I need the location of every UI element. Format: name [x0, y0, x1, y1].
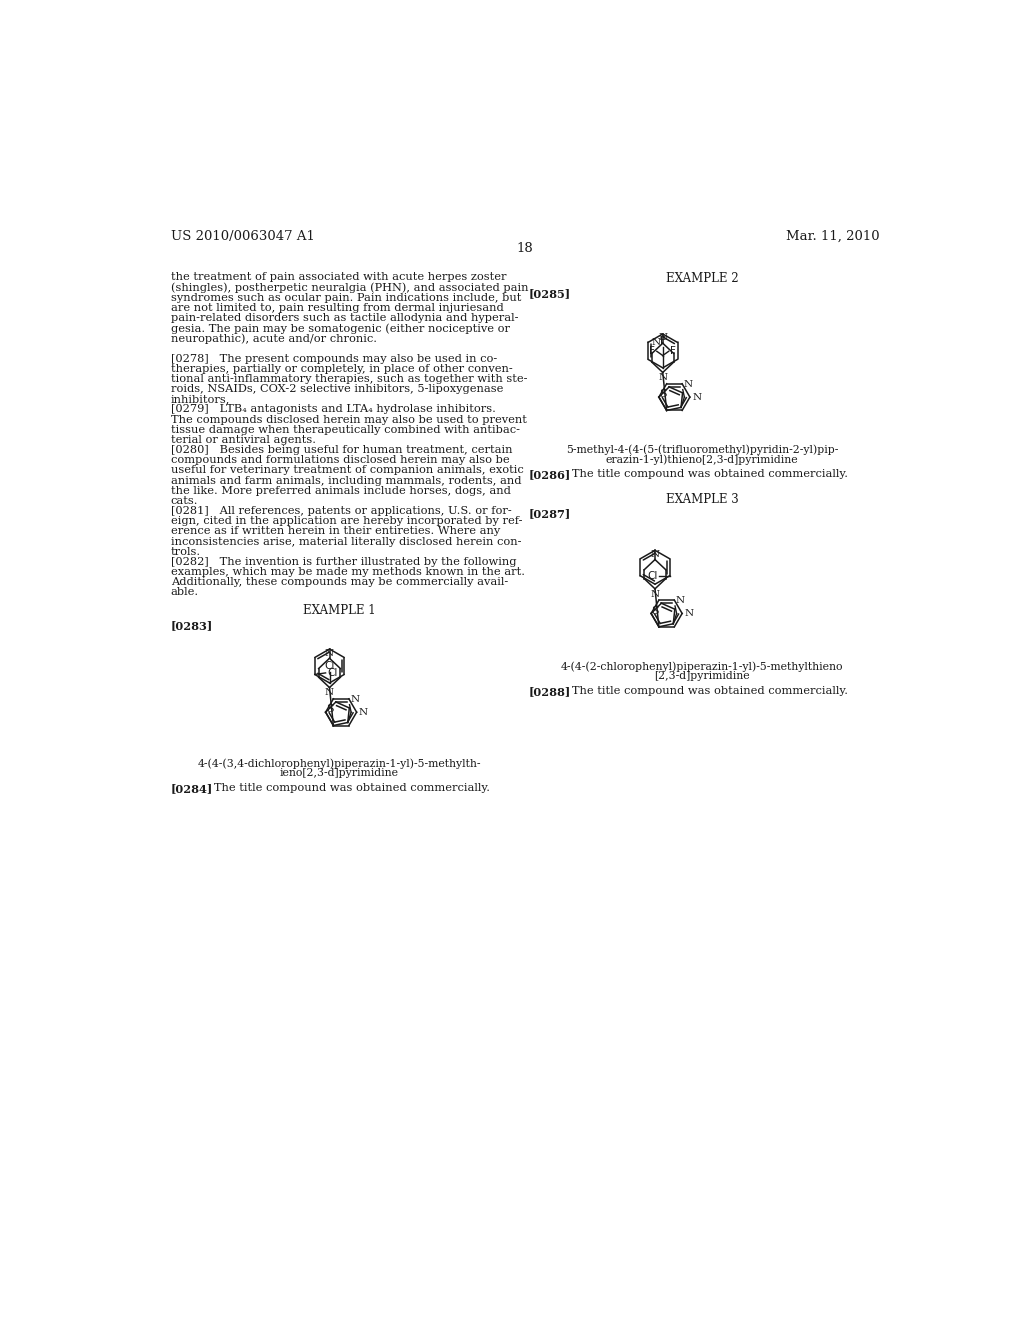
Text: [0285]: [0285]	[528, 288, 570, 298]
Text: erazin-1-yl)thieno[2,3-d]pyrimidine: erazin-1-yl)thieno[2,3-d]pyrimidine	[606, 455, 799, 466]
Text: erence as if written herein in their entireties. Where any: erence as if written herein in their ent…	[171, 527, 500, 536]
Text: the like. More preferred animals include horses, dogs, and: the like. More preferred animals include…	[171, 486, 511, 496]
Text: N: N	[684, 609, 693, 618]
Text: the treatment of pain associated with acute herpes zoster: the treatment of pain associated with ac…	[171, 272, 506, 282]
Text: tional anti-inflammatory therapies, such as together with ste-: tional anti-inflammatory therapies, such…	[171, 374, 527, 384]
Text: neuropathic), acute and/or chronic.: neuropathic), acute and/or chronic.	[171, 334, 377, 345]
Text: Mar. 11, 2010: Mar. 11, 2010	[786, 230, 880, 243]
Text: syndromes such as ocular pain. Pain indications include, but: syndromes such as ocular pain. Pain indi…	[171, 293, 521, 302]
Text: EXAMPLE 2: EXAMPLE 2	[666, 272, 738, 285]
Text: [0287]: [0287]	[528, 508, 571, 519]
Text: N: N	[676, 597, 685, 606]
Text: The title compound was obtained commercially.: The title compound was obtained commerci…	[561, 470, 848, 479]
Text: The title compound was obtained commercially.: The title compound was obtained commerci…	[561, 686, 848, 696]
Text: inconsistencies arise, material literally disclosed herein con-: inconsistencies arise, material literall…	[171, 537, 521, 546]
Text: animals and farm animals, including mammals, rodents, and: animals and farm animals, including mamm…	[171, 475, 521, 486]
Text: Cl: Cl	[327, 668, 338, 678]
Text: N: N	[658, 374, 668, 383]
Text: ieno[2,3-d]pyrimidine: ieno[2,3-d]pyrimidine	[280, 768, 398, 779]
Text: N: N	[658, 334, 668, 342]
Text: therapies, partially or completely, in place of other conven-: therapies, partially or completely, in p…	[171, 364, 512, 374]
Text: Cl: Cl	[647, 570, 657, 581]
Text: 18: 18	[516, 242, 534, 255]
Text: are not limited to, pain resulting from dermal injuriesand: are not limited to, pain resulting from …	[171, 302, 504, 313]
Text: S: S	[326, 705, 334, 714]
Text: N: N	[650, 550, 659, 558]
Text: able.: able.	[171, 587, 199, 598]
Text: cats.: cats.	[171, 496, 198, 506]
Text: [2,3-d]pyrimidine: [2,3-d]pyrimidine	[654, 671, 751, 681]
Text: F: F	[671, 346, 676, 355]
Text: EXAMPLE 1: EXAMPLE 1	[303, 605, 376, 618]
Text: US 2010/0063047 A1: US 2010/0063047 A1	[171, 230, 314, 243]
Text: 5-methyl-4-(4-(5-(trifluoromethyl)pyridin-2-yl)pip-: 5-methyl-4-(4-(5-(trifluoromethyl)pyridi…	[566, 445, 839, 455]
Text: N: N	[359, 708, 368, 717]
Text: [0286]: [0286]	[528, 470, 571, 480]
Text: [0281]   All references, patents or applications, U.S. or for-: [0281] All references, patents or applic…	[171, 506, 511, 516]
Text: EXAMPLE 3: EXAMPLE 3	[666, 492, 738, 506]
Text: F: F	[659, 335, 666, 346]
Text: [0283]: [0283]	[171, 620, 213, 631]
Text: N: N	[325, 688, 334, 697]
Text: [0280]   Besides being useful for human treatment, certain: [0280] Besides being useful for human tr…	[171, 445, 512, 455]
Text: useful for veterinary treatment of companion animals, exotic: useful for veterinary treatment of compa…	[171, 466, 523, 475]
Text: inhibitors,: inhibitors,	[171, 395, 230, 404]
Text: Cl: Cl	[325, 660, 335, 671]
Text: N: N	[350, 696, 359, 704]
Text: F: F	[649, 346, 655, 355]
Text: tissue damage when therapeutically combined with antibac-: tissue damage when therapeutically combi…	[171, 425, 519, 434]
Text: [0278]   The present compounds may also be used in co-: [0278] The present compounds may also be…	[171, 354, 497, 364]
Text: 4-(4-(2-chlorophenyl)piperazin-1-yl)-5-methylthieno: 4-(4-(2-chlorophenyl)piperazin-1-yl)-5-m…	[561, 661, 844, 672]
Text: terial or antiviral agents.: terial or antiviral agents.	[171, 436, 315, 445]
Text: gesia. The pain may be somatogenic (either nociceptive or: gesia. The pain may be somatogenic (eith…	[171, 323, 510, 334]
Text: N: N	[684, 380, 693, 389]
Text: roids, NSAIDs, COX-2 selective inhibitors, 5-lipoxygenase: roids, NSAIDs, COX-2 selective inhibitor…	[171, 384, 503, 395]
Text: N: N	[651, 338, 660, 347]
Text: pain-related disorders such as tactile allodynia and hyperal-: pain-related disorders such as tactile a…	[171, 313, 518, 323]
Text: N: N	[650, 590, 659, 598]
Text: N: N	[692, 392, 701, 401]
Text: The title compound was obtained commercially.: The title compound was obtained commerci…	[203, 783, 490, 793]
Text: examples, which may be made my methods known in the art.: examples, which may be made my methods k…	[171, 568, 524, 577]
Text: [0288]: [0288]	[528, 686, 571, 697]
Text: [0282]   The invention is further illustrated by the following: [0282] The invention is further illustra…	[171, 557, 516, 568]
Text: [0284]: [0284]	[171, 783, 213, 795]
Text: eign, cited in the application are hereby incorporated by ref-: eign, cited in the application are hereb…	[171, 516, 522, 527]
Text: compounds and formulations disclosed herein may also be: compounds and formulations disclosed her…	[171, 455, 509, 466]
Text: Additionally, these compounds may be commercially avail-: Additionally, these compounds may be com…	[171, 577, 508, 587]
Text: 4-(4-(3,4-dichlorophenyl)piperazin-1-yl)-5-methylth-: 4-(4-(3,4-dichlorophenyl)piperazin-1-yl)…	[198, 759, 481, 770]
Text: [0279]   LTB₄ antagonists and LTA₄ hydrolase inhibitors.: [0279] LTB₄ antagonists and LTA₄ hydrola…	[171, 404, 496, 414]
Text: N: N	[325, 648, 334, 657]
Text: S: S	[651, 606, 659, 615]
Text: S: S	[659, 389, 667, 399]
Text: The compounds disclosed herein may also be used to prevent: The compounds disclosed herein may also …	[171, 414, 526, 425]
Text: trols.: trols.	[171, 546, 201, 557]
Text: (shingles), postherpetic neuralgia (PHN), and associated pain: (shingles), postherpetic neuralgia (PHN)…	[171, 282, 528, 293]
